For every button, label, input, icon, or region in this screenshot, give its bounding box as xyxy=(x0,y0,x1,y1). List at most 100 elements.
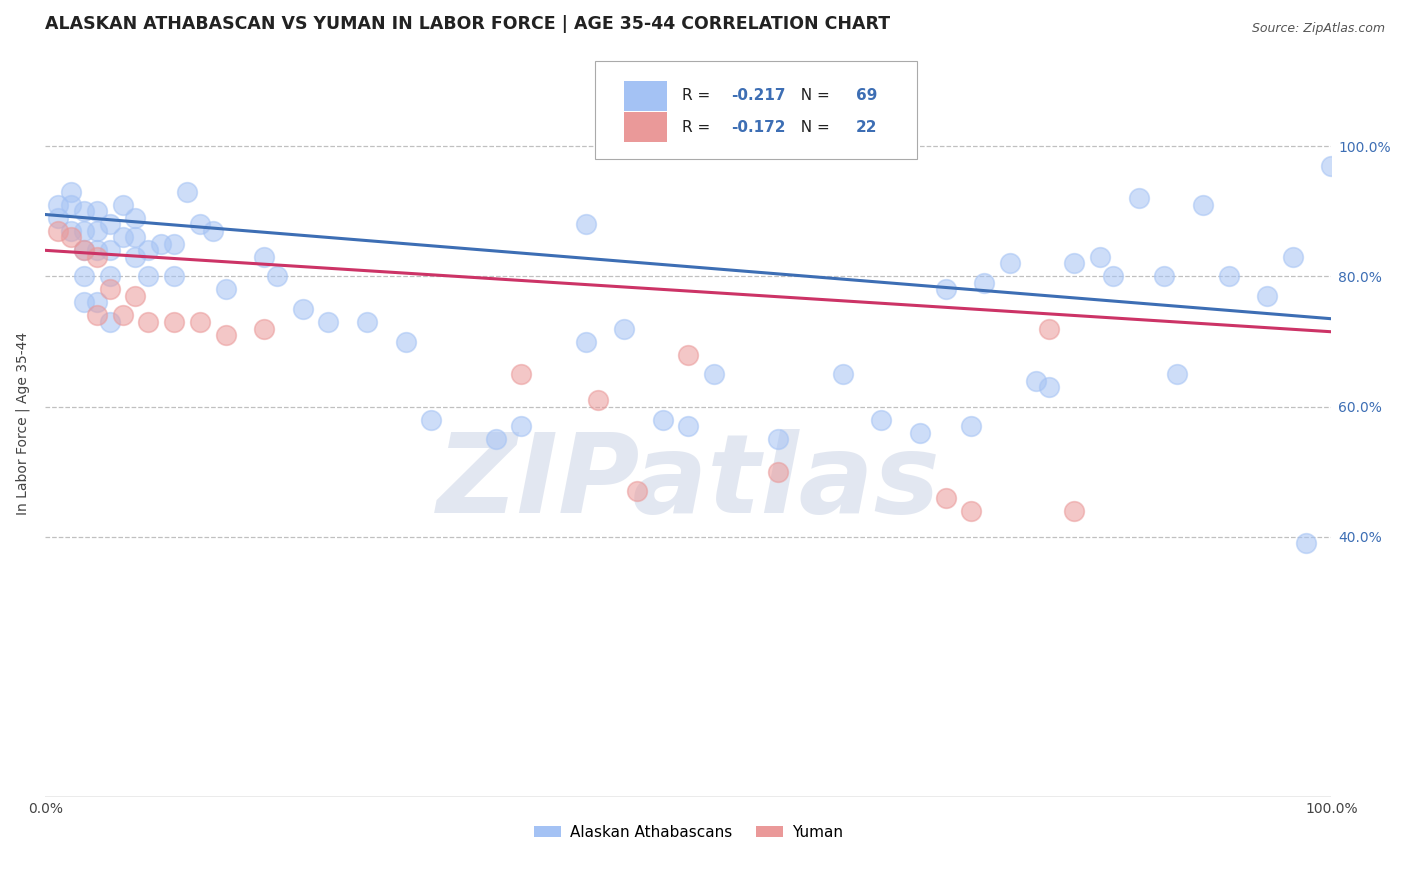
Point xyxy=(510,367,533,381)
Point xyxy=(124,250,146,264)
Text: N =: N = xyxy=(792,120,835,135)
Point xyxy=(73,244,96,258)
Point xyxy=(574,334,596,349)
Point xyxy=(201,224,224,238)
Text: 22: 22 xyxy=(856,120,877,135)
Point xyxy=(484,432,506,446)
Point xyxy=(188,217,211,231)
Point xyxy=(86,309,108,323)
Point xyxy=(111,230,134,244)
Point xyxy=(124,289,146,303)
Point xyxy=(73,204,96,219)
Point xyxy=(98,244,121,258)
Point xyxy=(214,328,236,343)
Point xyxy=(1038,321,1060,335)
Point xyxy=(588,393,610,408)
Point xyxy=(703,367,725,381)
Point xyxy=(768,432,790,446)
Point xyxy=(150,236,173,251)
Point xyxy=(613,321,636,335)
Point xyxy=(46,198,69,212)
Point xyxy=(291,301,314,316)
Point xyxy=(1320,159,1343,173)
Point xyxy=(1192,198,1215,212)
Point xyxy=(1025,374,1047,388)
Point xyxy=(124,230,146,244)
Point xyxy=(574,217,596,231)
Point xyxy=(46,211,69,225)
Point xyxy=(138,269,160,284)
Point xyxy=(1295,536,1317,550)
Point xyxy=(1063,256,1085,270)
Point xyxy=(98,315,121,329)
Point xyxy=(60,198,83,212)
Point xyxy=(86,204,108,219)
Point xyxy=(188,315,211,329)
Point xyxy=(73,269,96,284)
Point xyxy=(163,269,186,284)
Point xyxy=(111,198,134,212)
Point xyxy=(1038,380,1060,394)
Point xyxy=(111,309,134,323)
Point xyxy=(651,413,673,427)
Point xyxy=(678,419,700,434)
Text: 69: 69 xyxy=(856,88,877,103)
Point xyxy=(98,217,121,231)
Point xyxy=(86,250,108,264)
Point xyxy=(86,244,108,258)
Point xyxy=(163,236,186,251)
Y-axis label: In Labor Force | Age 35-44: In Labor Force | Age 35-44 xyxy=(15,332,30,515)
Point xyxy=(998,256,1021,270)
Point xyxy=(46,224,69,238)
Point xyxy=(253,321,276,335)
Point xyxy=(138,315,160,329)
Point xyxy=(960,419,983,434)
Point xyxy=(60,185,83,199)
Point xyxy=(908,425,931,440)
Point xyxy=(1063,504,1085,518)
Point xyxy=(1088,250,1111,264)
Point xyxy=(86,295,108,310)
Text: -0.172: -0.172 xyxy=(731,120,786,135)
FancyBboxPatch shape xyxy=(624,80,666,111)
Point xyxy=(60,224,83,238)
Point xyxy=(98,282,121,296)
Point xyxy=(935,282,957,296)
Point xyxy=(138,244,160,258)
Point xyxy=(678,347,700,361)
Point xyxy=(935,491,957,505)
Point xyxy=(870,413,893,427)
Point xyxy=(253,250,276,264)
Point xyxy=(73,295,96,310)
Text: Source: ZipAtlas.com: Source: ZipAtlas.com xyxy=(1251,22,1385,36)
FancyBboxPatch shape xyxy=(624,112,666,142)
Point xyxy=(768,465,790,479)
Point xyxy=(73,244,96,258)
Point xyxy=(1166,367,1188,381)
Point xyxy=(1153,269,1175,284)
Text: -0.217: -0.217 xyxy=(731,88,786,103)
Point xyxy=(973,276,995,290)
Point xyxy=(86,224,108,238)
Point xyxy=(1101,269,1123,284)
Point xyxy=(626,484,648,499)
Point xyxy=(318,315,340,329)
Text: ZIPatlas: ZIPatlas xyxy=(437,429,941,536)
Point xyxy=(1282,250,1305,264)
Point xyxy=(60,230,83,244)
Text: ALASKAN ATHABASCAN VS YUMAN IN LABOR FORCE | AGE 35-44 CORRELATION CHART: ALASKAN ATHABASCAN VS YUMAN IN LABOR FOR… xyxy=(45,15,890,33)
Text: R =: R = xyxy=(682,120,716,135)
Point xyxy=(124,211,146,225)
Point xyxy=(266,269,288,284)
Point xyxy=(214,282,236,296)
FancyBboxPatch shape xyxy=(595,62,917,160)
Point xyxy=(98,269,121,284)
Point xyxy=(176,185,198,199)
Point xyxy=(960,504,983,518)
Point xyxy=(831,367,853,381)
Point xyxy=(1128,191,1150,205)
Point xyxy=(510,419,533,434)
Point xyxy=(1218,269,1240,284)
Point xyxy=(163,315,186,329)
Text: N =: N = xyxy=(792,88,835,103)
